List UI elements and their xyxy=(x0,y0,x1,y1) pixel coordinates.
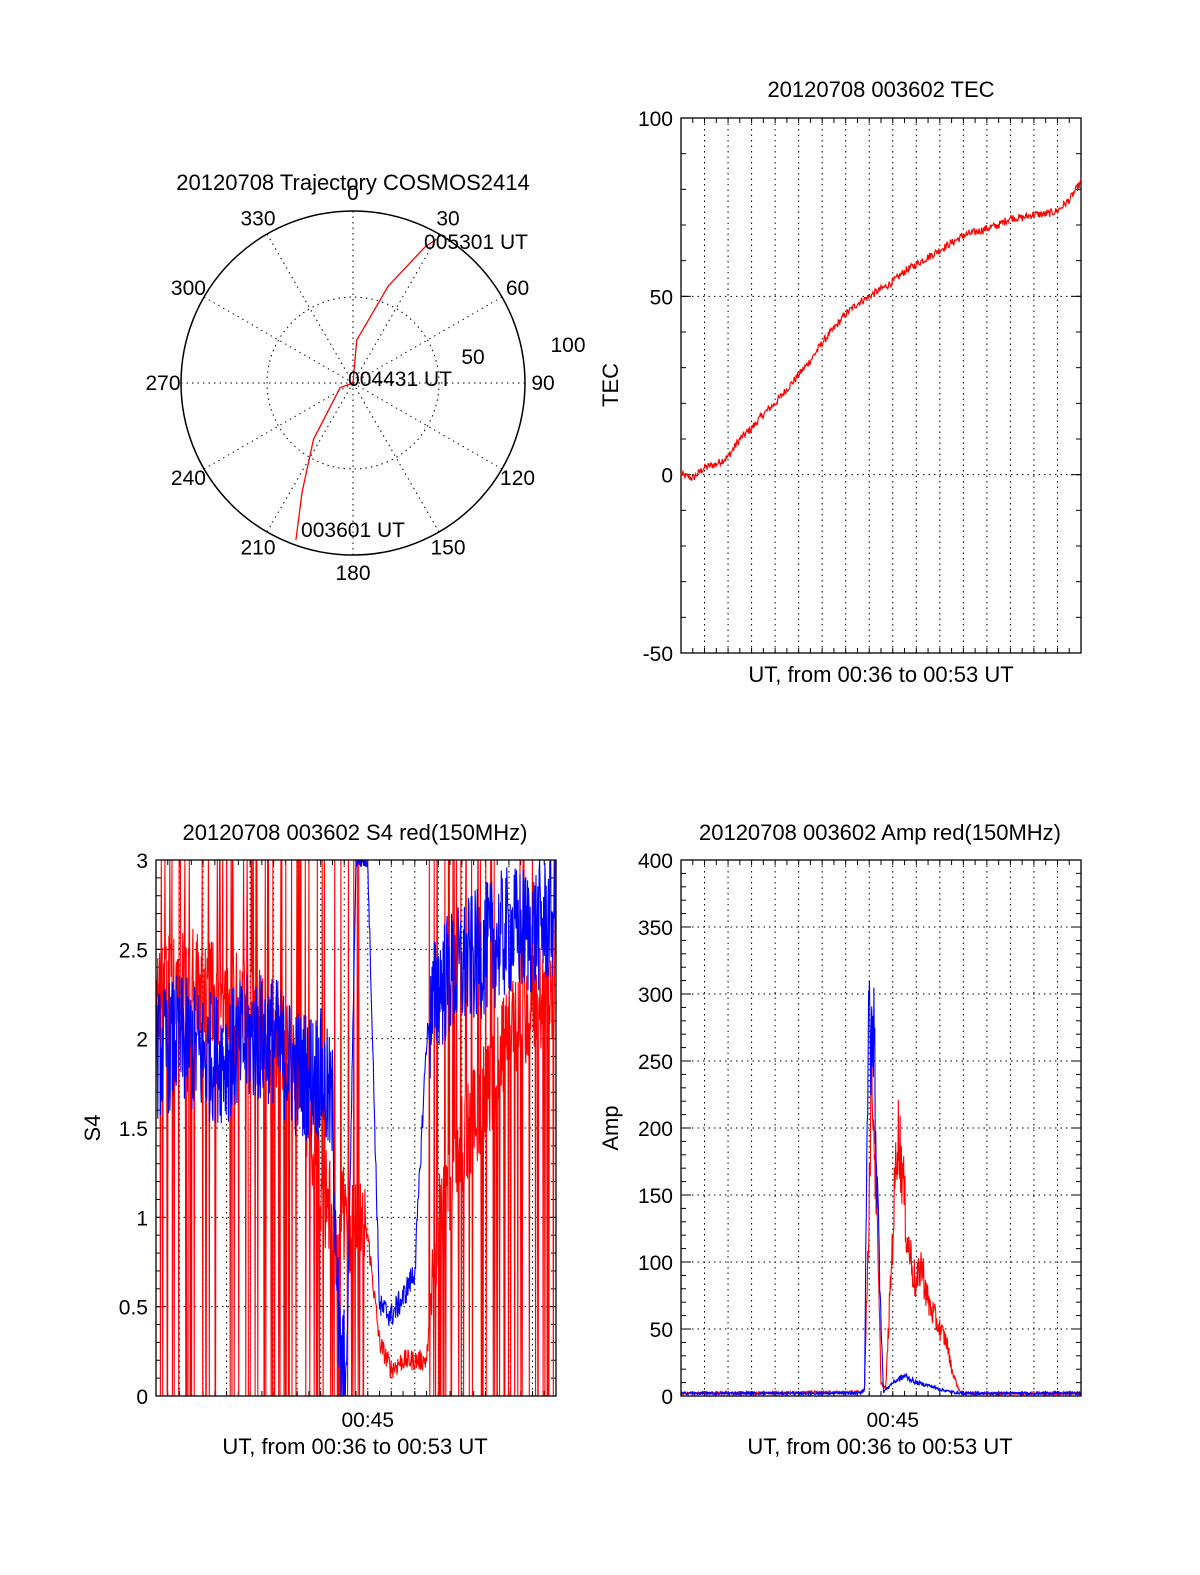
amp-y-tick-100: 100 xyxy=(638,1252,673,1275)
tec-grid xyxy=(681,118,1081,653)
polar-spoke-330 xyxy=(266,233,354,384)
s4-title: 20120708 003602 S4 red(150MHz) xyxy=(183,820,528,845)
polar-annotation-start: 003601 UT xyxy=(301,519,405,542)
polar-trajectory-chart: 20120708 Trajectory COSMOS2414 0 30 60 90 12… xyxy=(145,170,585,585)
polar-angle-label-270: 270 xyxy=(145,372,180,395)
polar-angle-label-60: 60 xyxy=(506,277,529,300)
s4-y-tick-0.5: 0.5 xyxy=(119,1297,148,1320)
polar-angle-label-120: 120 xyxy=(500,467,535,490)
amp-chart: 20120708 003602 Amp red(150MHz) 0 50 100 15… xyxy=(598,820,1082,1459)
amp-title: 20120708 003602 Amp red(150MHz) xyxy=(699,820,1061,845)
amp-y-tick-400: 400 xyxy=(638,850,673,873)
tec-y-tick-labels: -50 0 50 100 xyxy=(638,108,673,666)
polar-angle-label-210: 210 xyxy=(240,537,275,560)
amp-y-tick-50: 50 xyxy=(650,1319,673,1342)
amp-grid xyxy=(681,860,1081,1396)
s4-y-tick-3: 3 xyxy=(136,850,148,873)
amp-x-tick-label: 00:45 xyxy=(866,1409,919,1432)
polar-spoke-210 xyxy=(266,382,354,533)
tec-y-tick-0: 0 xyxy=(661,465,673,488)
tec-chart: 20120708 003602 TEC -50 0 50 100 TEC UT, fr… xyxy=(598,77,1082,687)
tec-plot-frame xyxy=(680,117,1082,654)
polar-spoke-300 xyxy=(203,296,354,384)
polar-angle-label-90: 90 xyxy=(531,372,554,395)
s4-grid xyxy=(156,860,556,1396)
polar-inner-circle xyxy=(266,296,440,470)
polar-annotation-mid: 004431 UT xyxy=(348,368,452,391)
s4-y-tick-1: 1 xyxy=(136,1207,148,1230)
amp-plot-frame xyxy=(680,859,1082,1397)
s4-y-tick-0: 0 xyxy=(136,1386,148,1409)
s4-y-tick-2: 2 xyxy=(136,1029,148,1052)
tec-title: 20120708 003602 TEC xyxy=(767,77,994,102)
s4-y-axis-label: S4 xyxy=(80,1115,105,1142)
polar-spokes xyxy=(181,211,525,555)
tec-y-tick--50: -50 xyxy=(643,643,673,666)
s4-chart: 20120708 003602 S4 red(150MHz) 0 0.5 1 1.5 2… xyxy=(80,820,557,1459)
polar-angle-labels: 0 30 60 90 120 150 180 210 240 270 300 330 xyxy=(145,182,554,585)
polar-spoke-150 xyxy=(352,382,440,533)
polar-spoke-60 xyxy=(352,296,503,384)
polar-angle-label-300: 300 xyxy=(171,277,206,300)
amp-blue-series-line xyxy=(680,980,1082,1397)
amp-y-tick-300: 300 xyxy=(638,984,673,1007)
polar-spoke-30 xyxy=(352,233,440,384)
polar-angle-label-330: 330 xyxy=(240,207,275,230)
polar-title: 20120708 Trajectory COSMOS2414 xyxy=(176,170,529,195)
polar-spoke-120 xyxy=(352,382,503,470)
amp-y-tick-250: 250 xyxy=(638,1051,673,1074)
polar-angle-label-240: 240 xyxy=(171,467,206,490)
polar-spoke-240 xyxy=(203,382,354,470)
s4-x-axis-label: UT, from 00:36 to 00:53 UT xyxy=(222,1434,487,1459)
polar-radial-label-50: 50 xyxy=(461,346,484,369)
amp-x-axis-label: UT, from 00:36 to 00:53 UT xyxy=(747,1434,1012,1459)
amp-y-tick-150: 150 xyxy=(638,1185,673,1208)
s4-y-tick-2.5: 2.5 xyxy=(119,939,148,962)
s4-plot-frame xyxy=(155,859,557,1397)
tec-y-tick-100: 100 xyxy=(638,108,673,131)
amp-y-tick-0: 0 xyxy=(661,1386,673,1409)
polar-angle-label-30: 30 xyxy=(436,207,459,230)
tec-x-axis-label: UT, from 00:36 to 00:53 UT xyxy=(748,662,1013,687)
amp-y-tick-labels: 0 50 100 150 200 250 300 350 400 xyxy=(638,850,673,1409)
polar-trajectory-line xyxy=(295,239,436,540)
polar-angle-label-0: 0 xyxy=(347,182,359,205)
polar-annotation-end: 005301 UT xyxy=(424,231,528,254)
amp-y-tick-200: 200 xyxy=(638,1118,673,1141)
tec-y-axis-label: TEC xyxy=(598,363,623,407)
tec-series-line xyxy=(680,178,1082,482)
polar-angle-label-150: 150 xyxy=(430,537,465,560)
tec-y-tick-50: 50 xyxy=(650,286,673,309)
amp-y-axis-label: Amp xyxy=(598,1105,623,1150)
s4-y-tick-labels: 0 0.5 1 1.5 2 2.5 3 xyxy=(119,850,148,1409)
s4-x-tick-label: 00:45 xyxy=(341,1409,394,1432)
tec-ticks xyxy=(680,117,1082,654)
polar-radial-label-100: 100 xyxy=(550,334,585,357)
s4-y-tick-1.5: 1.5 xyxy=(119,1118,148,1141)
amp-y-tick-350: 350 xyxy=(638,917,673,940)
polar-angle-label-180: 180 xyxy=(335,562,370,585)
